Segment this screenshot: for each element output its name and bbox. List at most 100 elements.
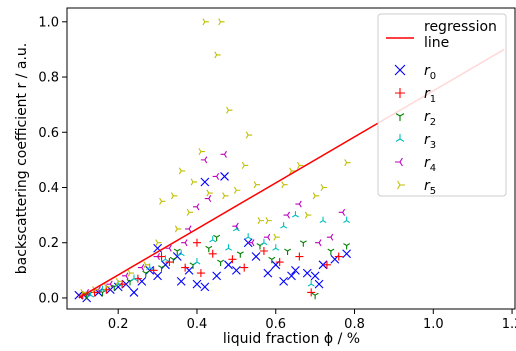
data-point-r4-19 xyxy=(338,208,346,216)
data-point-r4-8 xyxy=(192,203,200,211)
data-point-r5-32 xyxy=(273,233,280,241)
data-point-r2-16 xyxy=(327,248,335,256)
data-point-r3-7 xyxy=(193,258,201,265)
data-point-r0-19 xyxy=(263,268,273,278)
data-point-r4-14 xyxy=(263,233,271,241)
data-point-r0-34 xyxy=(176,276,186,286)
series-r5 xyxy=(80,18,351,296)
data-point-r5-10 xyxy=(186,208,194,216)
data-point-r0-29 xyxy=(220,172,229,181)
data-point-r4-6 xyxy=(165,244,172,252)
data-point-r5-30 xyxy=(174,225,182,233)
data-point-r5-20 xyxy=(245,131,253,139)
data-point-r2-9 xyxy=(217,259,225,267)
data-point-r4-5 xyxy=(153,253,160,261)
series-r4 xyxy=(82,150,346,296)
data-point-r2-19 xyxy=(173,248,181,256)
data-point-r1-16 xyxy=(322,260,331,269)
x-tick-label: 1.2 xyxy=(502,317,516,332)
data-point-r0-15 xyxy=(212,271,222,281)
data-point-r0-16 xyxy=(224,260,233,270)
data-point-r1-4 xyxy=(133,274,142,283)
data-point-r1-18 xyxy=(192,238,201,247)
data-point-r2-5 xyxy=(158,265,166,272)
data-point-r1-10 xyxy=(228,255,237,264)
y-tick-label: 0.0 xyxy=(38,291,59,306)
data-point-r5-5 xyxy=(143,261,150,269)
data-point-r4-20 xyxy=(204,195,212,203)
data-point-r5-26 xyxy=(304,211,312,219)
legend-marker-r3 xyxy=(395,134,405,142)
data-point-r1-15 xyxy=(307,288,316,297)
data-point-r1-9 xyxy=(208,249,217,258)
y-axis-label: backscattering coefficient r / a.u. xyxy=(14,43,30,274)
legend-label-r2: r2 xyxy=(424,109,436,128)
legend-label-r5: r5 xyxy=(424,178,436,197)
legend-marker-r0 xyxy=(394,64,406,76)
x-tick-label: 0.4 xyxy=(187,317,208,332)
data-point-r5-27 xyxy=(312,192,320,200)
data-point-r5-15 xyxy=(226,106,233,114)
legend-label-r3: r3 xyxy=(424,132,436,151)
x-tick-label: 0.6 xyxy=(265,317,286,332)
data-point-r5-29 xyxy=(344,159,351,167)
data-point-r1-7 xyxy=(181,263,190,272)
legend-marker-r4 xyxy=(395,157,403,167)
data-point-r5-33 xyxy=(190,178,198,186)
data-point-r3-15 xyxy=(319,216,327,224)
data-point-r1-6 xyxy=(165,258,174,267)
data-point-r1-12 xyxy=(259,247,268,256)
data-point-r3-14 xyxy=(307,280,315,287)
data-point-r5-23 xyxy=(281,181,288,189)
x-axis-label: liquid fraction ϕ / % xyxy=(223,331,360,347)
data-point-r4-3 xyxy=(122,272,129,280)
y-tick-label: 0.8 xyxy=(38,71,59,86)
data-point-r5-22 xyxy=(265,217,272,225)
data-point-r1-14 xyxy=(295,252,304,261)
data-point-r0-6 xyxy=(129,288,139,297)
x-tick-label: 0.2 xyxy=(108,317,129,332)
data-point-r1-17 xyxy=(334,252,343,261)
data-point-r2-11 xyxy=(256,243,264,250)
data-point-r1-5 xyxy=(149,266,158,275)
data-point-r4-4 xyxy=(137,264,145,272)
legend-marker-r5 xyxy=(397,180,405,190)
data-point-r0-11 xyxy=(172,252,182,261)
data-point-r5-12 xyxy=(202,18,209,26)
data-point-r5-8 xyxy=(170,192,178,200)
legend: regression line r0 r1 r2 r3 r4 r5 xyxy=(377,13,507,197)
data-point-r3-9 xyxy=(224,244,232,251)
legend-marker-r1 xyxy=(395,88,405,98)
data-point-r0-14 xyxy=(200,282,210,292)
data-point-r5-28 xyxy=(320,184,328,191)
data-point-r4-18 xyxy=(326,233,334,241)
data-point-r5-19 xyxy=(241,161,249,169)
data-point-r5-17 xyxy=(222,192,229,200)
data-point-r3-10 xyxy=(244,233,252,240)
x-tick-label: 1.0 xyxy=(423,317,444,332)
data-point-r0-17 xyxy=(231,265,241,275)
data-point-r5-18 xyxy=(233,186,241,194)
data-point-r2-14 xyxy=(299,240,307,247)
data-point-r0-24 xyxy=(310,271,320,281)
data-point-r0-32 xyxy=(287,271,296,281)
data-point-r4-16 xyxy=(295,200,302,208)
data-point-r2-8 xyxy=(205,245,213,253)
data-point-r0-33 xyxy=(314,279,324,289)
data-point-r4-17 xyxy=(315,239,322,247)
data-point-r0-18 xyxy=(251,252,261,261)
plot-area xyxy=(74,18,505,303)
data-point-r4-9 xyxy=(200,156,208,164)
data-point-r0-28 xyxy=(200,177,210,187)
data-point-r0-21 xyxy=(279,276,289,286)
x-tick-label: 0.8 xyxy=(344,317,365,332)
legend-label-r0: r0 xyxy=(424,63,436,82)
data-point-r3-5 xyxy=(161,255,169,262)
data-point-r5-31 xyxy=(257,217,264,225)
data-point-r5-14 xyxy=(218,18,225,26)
legend-regression-label: regression xyxy=(424,19,497,35)
data-point-r4-21 xyxy=(185,225,192,233)
series-r0 xyxy=(74,172,352,303)
data-point-r3-18 xyxy=(272,244,280,251)
